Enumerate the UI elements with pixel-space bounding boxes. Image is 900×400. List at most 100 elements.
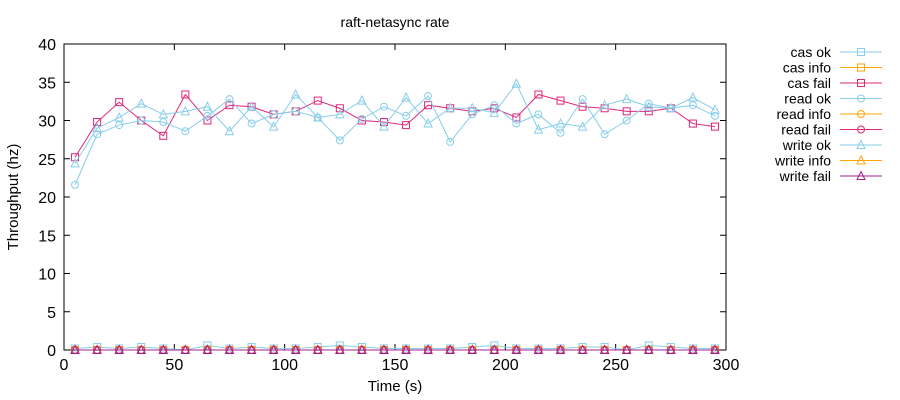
series-read-ok [71,92,719,189]
legend-label: write fail [779,168,831,184]
series-cas-fail [71,90,719,162]
data-point [599,99,610,110]
data-point [490,341,499,350]
data-point [666,344,676,354]
data-point [180,344,191,354]
data-point [246,101,257,111]
series-line [74,95,716,185]
data-point [688,101,697,110]
x-tick-label: 250 [602,357,629,374]
data-point [203,341,212,350]
data-point [114,344,124,354]
series-line [74,82,716,164]
data-point [710,122,719,131]
legend-swatch-marker [857,110,865,118]
data-point [137,116,146,125]
data-point [578,95,587,104]
data-point [555,344,566,354]
data-point [578,102,587,111]
data-point [71,180,80,189]
legend-item: cas info [783,60,882,76]
data-point [313,96,322,105]
data-point [445,102,455,113]
x-axis-label: Time (s) [368,378,422,395]
data-point [512,119,521,128]
data-point [468,110,477,119]
y-tick-label: 10 [38,267,56,284]
data-point [401,91,411,102]
data-point [181,127,190,136]
legend-item: cas fail [787,75,882,91]
legend-label: read fail [781,122,831,138]
data-point [688,119,697,128]
data-point [402,111,411,120]
data-point [688,344,698,354]
y-tick-label: 35 [38,75,56,92]
data-point [290,344,301,354]
y-tick-label: 40 [38,37,56,54]
data-point [115,121,124,130]
legend-item: read fail [781,122,882,138]
data-point [511,78,522,88]
chart-title: raft-netasync rate [341,14,450,30]
data-point [92,122,102,133]
data-point [114,111,124,122]
data-point [534,90,543,99]
data-point [158,344,169,354]
data-point [70,344,80,354]
legend-item: cas ok [791,44,882,60]
data-point [136,344,147,354]
data-point [467,102,478,113]
x-tick-label: 150 [382,357,409,374]
data-point [556,128,565,137]
y-tick-label: 5 [47,305,56,322]
data-point [357,344,367,354]
x-tick-label: 50 [165,357,183,374]
data-point [644,107,653,116]
y-axis-label: Throughput (hz) [5,144,22,251]
x-tick-label: 200 [492,357,519,374]
data-point [402,121,411,130]
data-point [203,111,212,120]
data-point [445,344,455,354]
legend-item: write ok [782,137,882,153]
data-point [424,92,433,101]
data-point [202,101,213,111]
data-point [556,96,565,105]
data-point [224,125,235,136]
legend-item: write info [774,153,882,169]
data-point [533,124,544,134]
data-point [269,110,278,119]
data-point [335,341,344,350]
data-point [92,344,102,354]
legend-swatch-marker [856,139,866,149]
data-point [489,344,500,354]
data-point [159,118,168,127]
data-point [644,341,653,350]
data-point [70,157,80,168]
legend-label: cas fail [787,75,831,91]
data-point [710,111,719,120]
data-point [181,90,190,99]
data-point [335,108,345,119]
data-point [621,93,632,104]
data-point [246,344,257,354]
legend-swatch-marker [856,154,866,165]
data-point [203,116,212,125]
axis-ticks: 0 50 100 150 200 250 300 0 5 10 15 20 25 30 35 40 [38,37,739,374]
legend-label: cas info [783,60,831,76]
data-point [511,344,522,354]
y-tick-label: 20 [38,190,56,207]
legend-swatch-marker [857,63,865,72]
data-point [423,344,433,354]
data-point [225,101,234,110]
data-point [291,107,300,116]
data-point [357,94,367,105]
series-write-ok [70,78,720,168]
data-point [335,104,344,113]
legend-label: read info [777,106,832,122]
data-point [423,117,433,128]
legend-item: read info [777,106,882,122]
data-point [534,110,543,119]
